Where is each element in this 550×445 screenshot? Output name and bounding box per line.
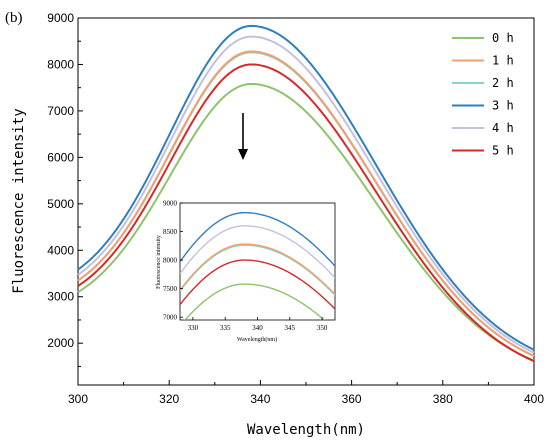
y-tick-label: 6000 [47, 150, 74, 164]
y-tick-label: 5000 [47, 197, 74, 211]
inset-line-2-h [180, 244, 335, 296]
main-series-lines [77, 24, 535, 363]
legend-label-3-h: 3 h [492, 99, 514, 113]
inset-y-tick-label: 8500 [163, 228, 178, 236]
y-tick-label: 4000 [47, 243, 74, 257]
inset-y-tick-label: 9000 [163, 200, 178, 208]
y-tick-label: 8000 [47, 57, 74, 71]
x-axis-title: Wavelength(nm) [247, 422, 365, 438]
inset-y-ticks: 7000 7500 8000 8500 9000 [163, 200, 183, 322]
inset-line-0-h [184, 283, 326, 320]
y-tick-label: 9000 [47, 11, 74, 25]
legend-label-2-h: 2 h [492, 76, 514, 90]
inset-x-title: Wavelength(nm) [237, 336, 277, 343]
x-tick-label: 300 [68, 392, 88, 406]
inset-y-tick-label: 7000 [163, 314, 178, 322]
y-axis-title: Fluorescence intensity [11, 108, 27, 293]
series-line-1-h [77, 50, 535, 357]
inset-series-lines [180, 211, 335, 320]
x-tick-label: 400 [524, 392, 544, 406]
inset-x-tick-label: 335 [220, 324, 231, 332]
inset-line-3-h [180, 211, 335, 267]
series-line-4-h [77, 35, 535, 354]
inset-line-1-h [180, 243, 335, 295]
y-tick-label: 3000 [47, 290, 74, 304]
legend-label-5-h: 5 h [492, 144, 514, 158]
legend-label-1-h: 1 h [492, 54, 514, 68]
x-tick-label: 380 [433, 392, 453, 406]
x-axis-ticks: 300 320 340 360 380 400 [68, 380, 544, 406]
inset-x-tick-label: 330 [188, 324, 199, 332]
legend-label-0-h: 0 h [492, 31, 514, 45]
y-tick-label: 7000 [47, 104, 74, 118]
inset-y-tick-label: 7500 [163, 285, 178, 293]
panel-label: (b) [5, 10, 23, 26]
inset-y-title: Fluorescence intensity [156, 235, 162, 289]
y-axis-ticks: 2000 3000 4000 5000 6000 7000 8000 9000 [47, 11, 83, 367]
series-line-3-h [77, 24, 535, 351]
x-tick-label: 320 [159, 392, 179, 406]
inset-line-5-h [180, 259, 335, 310]
legend: 0 h 1 h 2 h 3 h 4 h 5 h [452, 31, 514, 158]
inset-y-tick-label: 8000 [163, 257, 178, 265]
inset-line-4-h [180, 225, 335, 279]
inset-x-ticks: 330 335 340 345 350 [188, 317, 328, 332]
x-tick-label: 340 [250, 392, 270, 406]
series-line-5-h [77, 63, 535, 363]
y-tick-label: 2000 [47, 336, 74, 350]
decrease-arrow [238, 113, 248, 160]
inset-x-tick-label: 350 [317, 324, 328, 332]
inset-x-tick-label: 340 [252, 324, 263, 332]
plot-frame [77, 17, 535, 386]
legend-label-4-h: 4 h [492, 121, 514, 135]
series-line-0-h [77, 82, 535, 362]
inset-chart: 330 335 340 345 350 7000 7500 8000 8500 9000 Wav… [156, 200, 336, 343]
x-tick-label: 360 [342, 392, 362, 406]
inset-x-tick-label: 345 [285, 324, 296, 332]
